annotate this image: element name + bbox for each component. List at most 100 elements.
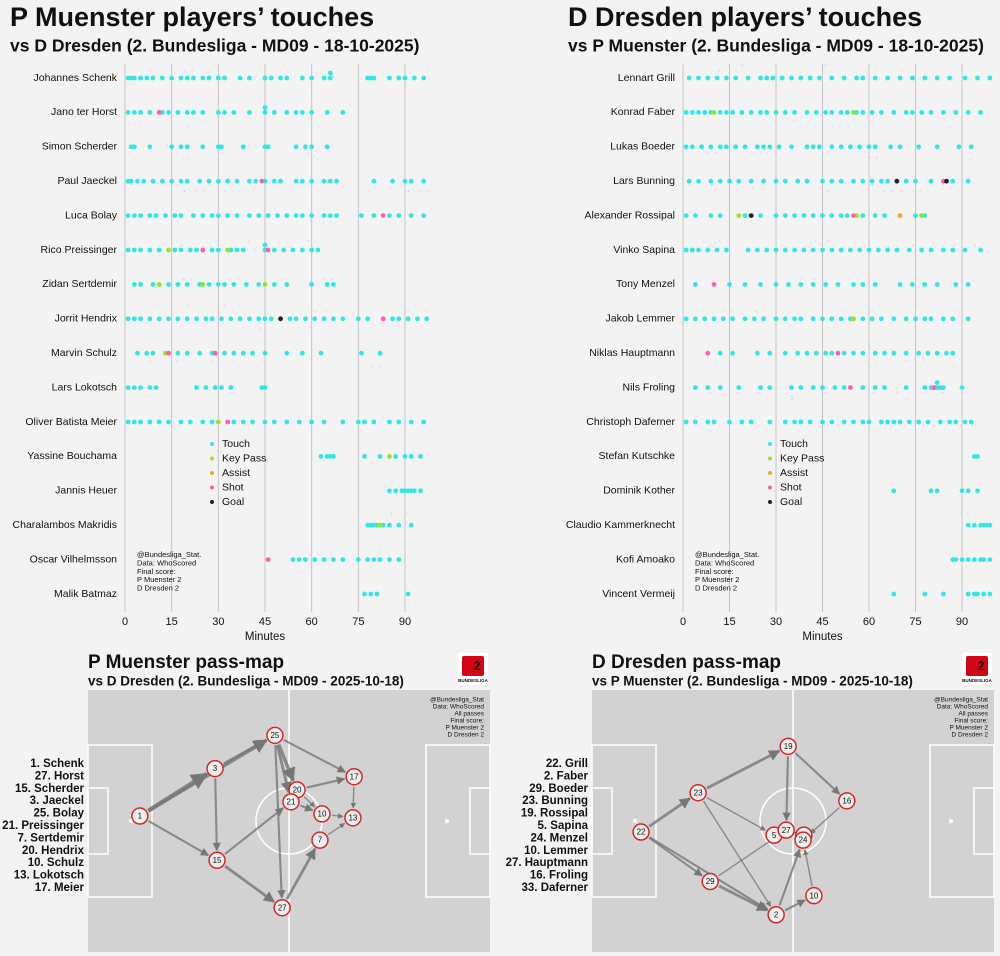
touch-dot <box>327 178 333 184</box>
touch-dot <box>147 110 153 115</box>
touch-dot <box>153 385 159 390</box>
touch-dot <box>730 110 735 115</box>
touch-dot <box>683 110 689 115</box>
touch-dot <box>247 75 252 81</box>
touch-dot <box>767 385 773 390</box>
touch-dot <box>268 316 274 322</box>
chart-title: D Dresden players’ touches <box>568 2 922 32</box>
touch-dot <box>782 316 788 322</box>
touch-dot <box>708 178 714 184</box>
touch-dot <box>284 282 290 287</box>
touch-dot <box>415 316 420 322</box>
touch-dot <box>975 591 980 597</box>
legend-dot <box>210 485 214 490</box>
touch-dot <box>408 419 414 425</box>
touch-dot <box>767 419 773 425</box>
touch-dot <box>215 282 221 287</box>
logo-text: BUNDESLIGA <box>458 678 489 683</box>
touch-dot <box>965 282 971 287</box>
touch-dot <box>724 75 729 81</box>
touch-dot <box>253 178 259 184</box>
event-dot <box>200 247 206 253</box>
touch-dot <box>844 213 850 219</box>
touch-dot <box>838 316 844 322</box>
touch-dot <box>408 454 414 459</box>
touch-dot <box>829 75 835 81</box>
pass-edge <box>303 796 316 808</box>
legend-dot <box>210 471 214 475</box>
x-tick-label: 90 <box>399 616 411 628</box>
touch-dot <box>950 350 956 356</box>
touch-dot <box>755 144 760 150</box>
event-dot <box>200 282 206 287</box>
touch-dot <box>296 419 302 425</box>
touch-dot <box>820 385 825 390</box>
pass-edge <box>803 849 813 886</box>
node-label: 5 <box>772 831 777 840</box>
touch-dot <box>318 350 324 356</box>
touch-dot <box>125 316 131 322</box>
x-tick-label: 75 <box>352 616 364 628</box>
touch-dot <box>829 247 835 253</box>
touch-dot <box>823 282 828 287</box>
touch-dot <box>813 110 819 115</box>
touch-dot <box>262 110 268 115</box>
roster-entry: 20. Hendrix <box>22 845 85 857</box>
touch-dot <box>303 557 308 562</box>
touch-dot <box>934 350 940 356</box>
touch-dot <box>810 144 816 150</box>
touch-dot <box>194 316 199 322</box>
touch-dot <box>138 419 143 425</box>
pass-edge <box>299 803 314 812</box>
event-dot <box>848 385 853 390</box>
touch-dot <box>950 316 956 322</box>
touch-dot <box>965 178 971 184</box>
event-dot <box>156 110 162 115</box>
pass-edge <box>224 807 284 855</box>
touch-dot <box>125 385 131 390</box>
node-label: 17 <box>350 772 359 781</box>
touch-dot <box>879 419 884 425</box>
player-node <box>777 821 795 839</box>
touch-dot <box>981 591 987 597</box>
touch-dot <box>727 282 732 287</box>
touch-dot <box>240 144 246 150</box>
touch-dot <box>234 247 240 253</box>
pass-edge <box>331 813 344 819</box>
touch-dot <box>421 75 427 81</box>
touch-dot <box>727 419 732 425</box>
touch-dot <box>418 454 423 459</box>
touch-dot <box>733 75 739 81</box>
touch-dot <box>953 419 959 425</box>
touch-dot <box>851 350 856 356</box>
touch-dot <box>860 178 866 184</box>
touch-dot <box>377 454 383 459</box>
player-name: Simon Scherder <box>42 141 118 153</box>
touch-dot <box>175 282 181 287</box>
touch-dot <box>278 75 283 81</box>
touch-dot <box>693 213 698 219</box>
touch-dot <box>758 75 763 81</box>
touch-dot <box>693 385 698 390</box>
touch-dot <box>885 178 890 184</box>
player-name: Jannis Heuer <box>55 485 117 497</box>
note: D Dresden 2 <box>952 732 989 739</box>
touch-dot <box>172 247 178 253</box>
touch-dot <box>147 316 153 322</box>
touch-dot <box>309 178 315 184</box>
roster-entry: 24. Menzel <box>530 832 588 844</box>
touch-dot <box>903 110 909 115</box>
touch-dot <box>390 178 395 184</box>
note: All passes <box>958 711 988 718</box>
touch-dot <box>965 557 971 562</box>
note: @Bundesliga_Stat. <box>137 550 201 559</box>
touch-dot <box>829 178 835 184</box>
x-tick-label: 45 <box>816 616 828 628</box>
touch-dot <box>987 557 993 562</box>
touch-dot <box>405 591 411 597</box>
touch-dot <box>365 557 371 562</box>
touch-dot <box>387 419 392 425</box>
touch-dot <box>953 110 959 115</box>
touch-dot <box>256 316 262 322</box>
touch-dot <box>817 75 822 81</box>
